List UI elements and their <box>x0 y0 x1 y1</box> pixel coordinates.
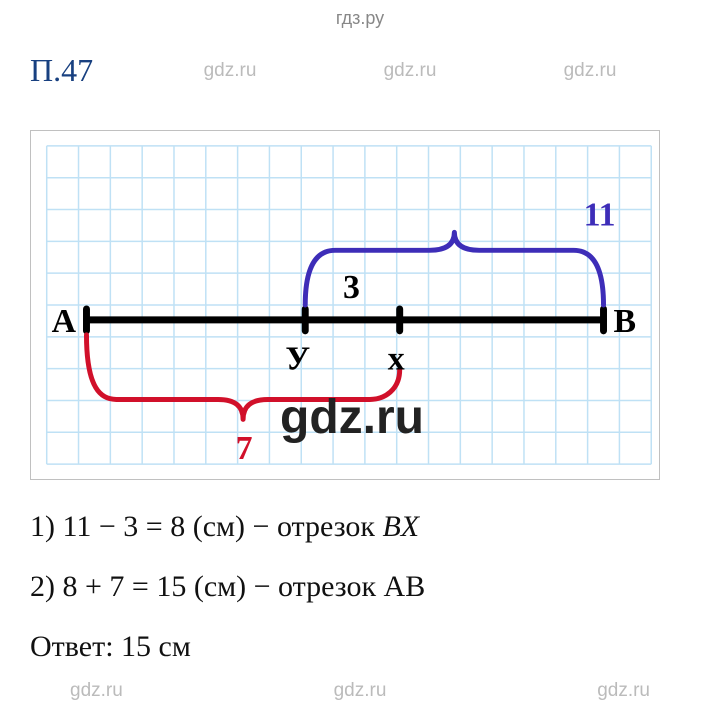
step-expression: 11 − 3 = 8 (см) <box>63 510 246 543</box>
diagram-svg: 11 7 3 A B Ух <box>31 131 659 479</box>
watermark-text: gdz.ru <box>334 680 387 702</box>
problem-number: П.47 <box>30 52 93 89</box>
step-dash: − <box>246 570 278 603</box>
watermark-text: gdz.ru <box>70 680 123 702</box>
svg-text:7: 7 <box>236 430 253 467</box>
svg-text:3: 3 <box>343 269 360 306</box>
header-watermark: гдз.ру <box>0 8 720 29</box>
svg-text:11: 11 <box>584 196 616 233</box>
step-number: 2) <box>30 570 55 603</box>
watermark-text: gdz.ru <box>597 680 650 702</box>
watermark-text: gdz.ru <box>564 60 617 82</box>
solution-answer: Ответ: 15 см <box>30 630 191 664</box>
svg-text:A: A <box>52 303 77 340</box>
diagram: 11 7 3 A B Ух <box>30 130 660 480</box>
svg-text:х: х <box>388 341 405 378</box>
watermark-row-top: gdz.ru gdz.ru gdz.ru <box>0 60 720 82</box>
step-text: отрезок AB <box>278 570 425 603</box>
solution-line-1: 1) 11 − 3 = 8 (см) − отрезок BX <box>30 510 419 544</box>
step-dash: − <box>245 510 277 543</box>
watermark-text: gdz.ru <box>384 60 437 82</box>
svg-text:B: B <box>613 303 636 340</box>
svg-text:У: У <box>285 341 310 378</box>
solution-line-2: 2) 8 + 7 = 15 (см) − отрезок AB <box>30 570 425 604</box>
step-text: отрезок <box>277 510 383 543</box>
step-segment: BX <box>382 510 419 543</box>
step-expression: 8 + 7 = 15 (см) <box>63 570 247 603</box>
watermark-text: gdz.ru <box>204 60 257 82</box>
step-number: 1) <box>30 510 55 543</box>
watermark-row-bottom: gdz.ru gdz.ru gdz.ru <box>0 680 720 702</box>
